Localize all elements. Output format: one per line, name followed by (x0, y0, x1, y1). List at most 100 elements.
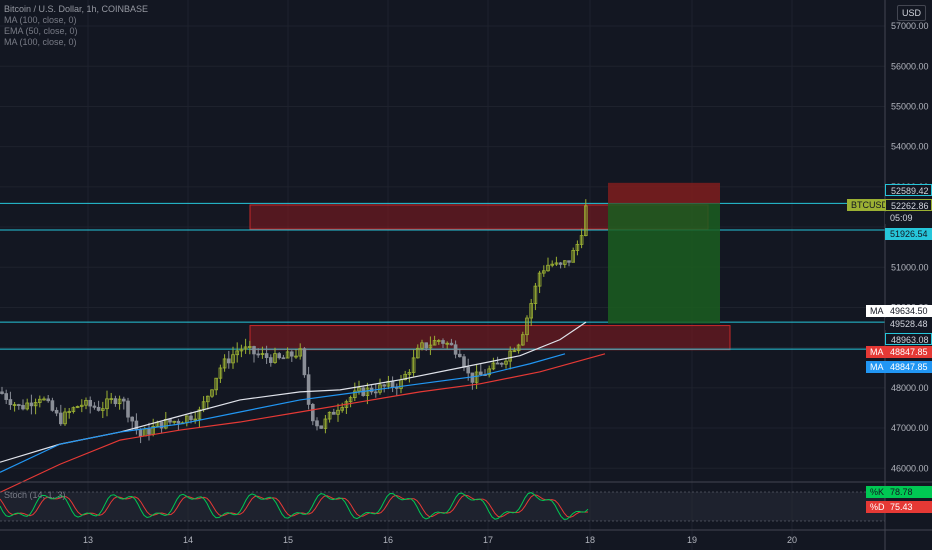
candle-body (516, 344, 521, 352)
horizontal-lines-layer (0, 202, 885, 350)
ma-label-2: MA (866, 346, 888, 358)
time-axis-label: 17 (483, 535, 493, 545)
legend-line-2[interactable]: EMA (50, close, 0) (4, 26, 78, 36)
candle-body (336, 409, 340, 415)
legend-line-3[interactable]: MA (100, close, 0) (4, 37, 77, 47)
candle-body (340, 407, 344, 411)
candle-body (226, 358, 231, 364)
candle-body (277, 353, 281, 359)
time-axis-label: 18 (585, 535, 595, 545)
time-axis-label: 16 (383, 535, 393, 545)
candle-body (373, 391, 378, 394)
candle-body (432, 340, 437, 346)
candle-body (487, 368, 491, 376)
candle-body (92, 405, 97, 408)
take-profit-box (608, 203, 720, 324)
candle-body (411, 357, 416, 373)
candle-body (46, 398, 50, 402)
candle-body (294, 355, 298, 358)
candle-body (122, 398, 126, 402)
candle-body (4, 393, 9, 400)
candle-body (453, 344, 458, 355)
short-position-tool (608, 182, 720, 324)
stoch-band (0, 492, 885, 521)
candle-body (508, 350, 512, 362)
stoch-legend: Stoch (14, 1, 3) (4, 490, 66, 500)
chart-legend: Bitcoin / U.S. Dollar, 1h, COINBASE MA (… (4, 4, 148, 48)
candle-body (474, 371, 479, 383)
candle-body (352, 390, 357, 399)
candle-body (306, 374, 311, 405)
candle-body (214, 377, 219, 391)
candle-body (80, 404, 84, 407)
candle-body (558, 262, 563, 265)
candle-body (357, 387, 361, 392)
price-axis-label: 51000.00 (891, 262, 929, 272)
candle-body (130, 416, 135, 422)
candle-body (310, 404, 315, 422)
price-axis-label: 46000.00 (891, 463, 929, 473)
candle-body (420, 342, 424, 349)
time-axis-label: 14 (183, 535, 193, 545)
candle-body (327, 411, 332, 420)
candle-body (59, 412, 63, 425)
ma-blue-line (0, 353, 566, 473)
candle-body (298, 348, 302, 357)
candle-body (105, 398, 109, 410)
candle-body (457, 353, 462, 358)
price-axis-label: 47000.00 (891, 423, 929, 433)
candle-body (67, 411, 72, 413)
price-axis-label: 48000.00 (891, 383, 929, 393)
candle-body (50, 400, 55, 411)
price-tag-ma1: 49634.50 (885, 305, 932, 317)
currency-button[interactable]: USD (897, 5, 926, 21)
supply-zone-lower (249, 325, 731, 351)
candle-body (88, 399, 93, 407)
candle-body (441, 340, 445, 344)
moving-averages-layer (0, 321, 606, 493)
time-axis-label: 15 (283, 535, 293, 545)
candle-body (546, 264, 550, 272)
time-axis-label: 13 (83, 535, 93, 545)
candle-body (407, 372, 412, 375)
candle-body (436, 340, 441, 342)
candle-body (542, 270, 546, 274)
candle-body (478, 371, 483, 375)
legend-line-1[interactable]: MA (100, close, 0) (4, 15, 77, 25)
candle-body (54, 409, 59, 414)
candle-body (268, 357, 273, 363)
price-tag-51926: 51926.54 (885, 228, 932, 240)
candle-body (571, 250, 575, 263)
candle-body (554, 262, 559, 265)
candle-body (109, 398, 114, 401)
stoch-d-label: %D (866, 501, 889, 513)
candle-body (197, 409, 202, 420)
candle-body (126, 400, 130, 418)
candle-body (567, 260, 571, 263)
price-tag-52589: 52589.42 (885, 184, 932, 196)
price-tag-ma2: 48847.85 (885, 346, 932, 358)
candle-body (235, 350, 240, 356)
candle-body (8, 399, 13, 406)
candle-body (504, 360, 508, 365)
candle-body (33, 402, 38, 407)
stoch-k-line (0, 492, 589, 520)
stoch-d-value: 75.43 (885, 501, 932, 513)
candle-body (222, 358, 227, 369)
candle-body (470, 372, 475, 383)
candle-body (231, 354, 235, 364)
legend-title: Bitcoin / U.S. Dollar, 1h, COINBASE (4, 4, 149, 14)
ma-label-1: MA (866, 305, 888, 317)
candle-body (323, 418, 328, 429)
candle-body (462, 356, 466, 368)
countdown-tag: 05:09 (885, 212, 932, 224)
candle-body (302, 348, 307, 376)
candle-body (415, 347, 420, 359)
candle-body (403, 373, 407, 381)
candle-body (84, 399, 88, 406)
candle-body (210, 389, 214, 397)
stochastic-panel (0, 481, 932, 531)
ma-label-3: MA (866, 361, 888, 373)
candle-body (348, 397, 353, 403)
